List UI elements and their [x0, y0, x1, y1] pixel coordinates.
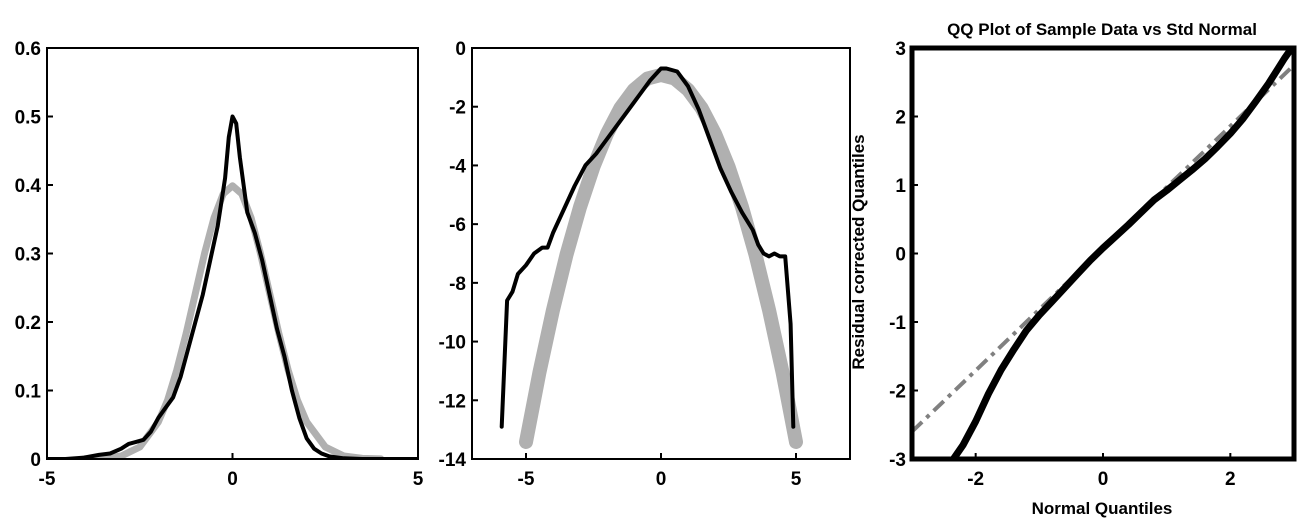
qq-y-tick-label: -1	[889, 313, 906, 334]
log-density-x-tick-label: 0	[656, 469, 667, 490]
panel-log-density-ticks: -5 0 5 0 -2 -4 -6 -8 -10 -12 -14	[439, 39, 802, 490]
density-y-tick-label: 0.1	[15, 382, 42, 403]
log-density-y-tick-label: -2	[449, 98, 466, 119]
log-density-x-tick-label: -5	[518, 469, 535, 490]
density-reference-series	[80, 182, 385, 459]
qq-x-tick-label: 0	[1098, 469, 1109, 490]
density-y-tick-label: 0.3	[15, 245, 41, 266]
log-density-y-tick-label: -10	[439, 333, 466, 354]
qq-y-tick-label: 3	[895, 39, 906, 60]
panel-density-data	[47, 114, 418, 459]
log-density-y-tick-label: -14	[439, 450, 467, 471]
qq-x-tick-label: 2	[1225, 469, 1236, 490]
panel-qq-plot-axes-box	[909, 45, 1297, 462]
log-density-reference-series	[519, 68, 803, 449]
log-density-x-tick-label: 5	[791, 469, 802, 490]
log-density-y-tick-label: 0	[455, 39, 466, 60]
log-density-empirical-series	[499, 66, 796, 429]
qq-y-tick-label: -2	[889, 382, 906, 403]
density-y-tick-label: 0.4	[15, 176, 42, 197]
panel-log-density-data	[499, 66, 803, 449]
density-empirical-series	[47, 114, 418, 459]
qq-reference-line	[912, 63, 1294, 434]
density-y-tick-label: 0.6	[15, 39, 41, 60]
qq-plot-xlabel: Normal Quantiles	[1032, 499, 1173, 518]
density-y-tick-label: 0	[30, 450, 41, 471]
log-density-y-tick-label: -4	[449, 156, 466, 177]
qq-sample-series	[949, 48, 1294, 459]
qq-y-tick-label: 2	[895, 108, 906, 129]
density-x-tick-label: 0	[227, 469, 238, 490]
density-x-tick-label: 5	[413, 469, 424, 490]
qq-y-tick-label: 0	[895, 245, 906, 266]
log-density-y-tick-label: -8	[449, 274, 466, 295]
qq-y-tick-label: -3	[889, 450, 906, 471]
panel-density-axes-box	[46, 47, 419, 460]
density-y-tick-label: 0.2	[15, 313, 41, 334]
panel-log-density: -5 0 5 0 -2 -4 -6 -8 -10 -12 -14	[439, 39, 851, 490]
panel-density-ticks: -5 0 500.10.20.30.40.50.6	[15, 39, 424, 490]
log-density-y-tick-label: -6	[449, 215, 466, 236]
qq-plot-title: QQ Plot of Sample Data vs Std Normal	[947, 20, 1257, 39]
panel-density: -5 0 500.10.20.30.40.50.6	[15, 39, 424, 490]
density-x-tick-label: -5	[39, 469, 56, 490]
panel-log-density-axes-box	[471, 47, 851, 460]
qq-x-tick-label: -2	[967, 469, 984, 490]
density-y-tick-label: 0.5	[15, 108, 42, 129]
panel-qq-plot: -2 0 2 3 2 1 0 -1 -2 -3 QQ Plot of Sample Data vs…	[849, 20, 1297, 518]
qq-y-tick-label: 1	[895, 176, 906, 197]
qq-plot-ylabel: Residual corrected Quantiles	[849, 134, 868, 369]
panel-qq-plot-ticks: -2 0 2 3 2 1 0 -1 -2 -3	[889, 39, 1236, 490]
panel-qq-plot-data	[912, 48, 1294, 459]
log-density-y-tick-label: -12	[439, 391, 466, 412]
